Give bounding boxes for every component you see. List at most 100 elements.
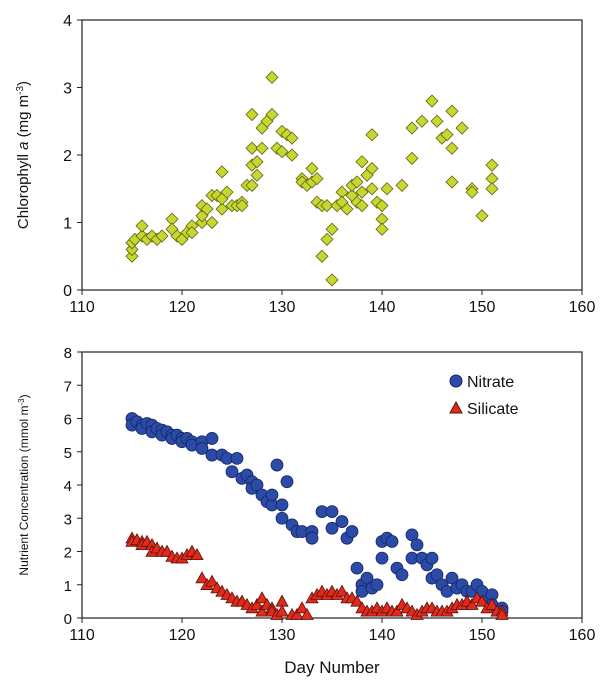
chlorophyll-point <box>375 199 389 213</box>
chlorophyll-point <box>245 141 259 155</box>
nutrient-y-tick-label: 2 <box>64 545 72 562</box>
chlorophyll-x-tick-label: 150 <box>469 299 496 316</box>
nutrient-y-tick-label: 6 <box>64 412 72 429</box>
nutrient-y-axis-label: Nutrient Concentration (mmol m-3) <box>17 394 32 575</box>
nutrient-plot-frame <box>81 351 583 619</box>
nutrient-nitrate-point <box>195 442 209 455</box>
nutrient-silicate-point <box>190 548 204 561</box>
chlorophyll-point <box>395 178 409 192</box>
chlorophyll-y-tick-label: 2 <box>63 148 72 165</box>
chlorophyll-y-tick-label: 4 <box>63 13 72 30</box>
nutrient-silicate-point <box>350 594 364 607</box>
nutrient-nitrate-point <box>270 458 284 472</box>
nutrient-y-tick-label: 1 <box>64 578 72 595</box>
nutrient-x-tick-label: 160 <box>569 627 596 644</box>
chlorophyll-point <box>125 242 139 257</box>
nutrient-silicate-point <box>195 571 209 584</box>
nutrient-y-tick-label: 8 <box>64 345 72 362</box>
nutrient-axes: 110 120 130 140 150 160 0 1 2 3 4 5 6 7 8 <box>64 345 596 644</box>
nutrient-silicate-point <box>475 594 489 607</box>
nutrient-nitrate-point <box>335 515 349 528</box>
chlorophyll-point <box>185 226 199 240</box>
nutrient-nitrate-point <box>325 521 339 535</box>
chlorophyll-point <box>125 249 139 263</box>
chlorophyll-point <box>315 249 329 263</box>
chlorophyll-x-tick-label: 130 <box>269 299 296 316</box>
chlorophyll-point <box>445 141 459 155</box>
nutrient-silicate-point <box>495 607 509 620</box>
chlorophyll-point <box>310 172 324 186</box>
chlorophyll-axes: 110 120 130 140 150 160 0 1 2 3 4 <box>63 13 595 316</box>
nutrient-nitrate-point <box>345 525 359 538</box>
nutrient-nitrate-point <box>305 531 319 545</box>
chlorophyll-point <box>355 155 369 169</box>
chlorophyll-point <box>445 175 459 189</box>
legend-nitrate-label: Nitrate <box>467 374 514 391</box>
legend-silicate-marker <box>449 400 463 414</box>
nutrient-marks <box>125 412 509 620</box>
chlorophyll-point <box>135 219 149 233</box>
chlorophyll-x-tick-label: 160 <box>569 299 596 316</box>
nutrient-y-tick-label: 3 <box>64 511 72 528</box>
chlorophyll-y-tick-label: 1 <box>63 216 72 233</box>
chlorophyll-point <box>215 202 229 216</box>
chlorophyll-point <box>245 107 259 122</box>
chlorophyll-point <box>250 168 264 182</box>
chlorophyll-point <box>265 107 279 122</box>
chlorophyll-point <box>425 94 439 108</box>
nutrient-nitrate-point <box>395 568 409 582</box>
legend: Nitrate Silicate <box>449 374 519 418</box>
chlorophyll-point <box>375 222 389 236</box>
nutrient-x-axis-label: Day Number <box>284 658 380 677</box>
nutrient-silicate-point <box>290 607 304 620</box>
chlorophyll-point <box>365 161 379 176</box>
chlorophyll-x-tick-label: 120 <box>169 299 196 316</box>
chlorophyll-point <box>195 215 209 230</box>
nutrient-silicate-point <box>255 604 269 617</box>
chlorophyll-point <box>365 182 379 196</box>
nutrient-silicate-point <box>335 584 349 597</box>
chlorophyll-point <box>250 155 264 169</box>
nutrient-nitrate-point <box>325 505 339 519</box>
nutrient-x-tick-label: 140 <box>369 627 396 644</box>
chlorophyll-y-tick-label: 3 <box>63 81 72 98</box>
chlorophyll-chart: 110 120 130 140 150 160 0 1 2 3 4 Chlorophyll a (m… <box>15 13 596 316</box>
chlorophyll-point <box>380 182 394 196</box>
nutrient-nitrate-point <box>410 538 424 552</box>
nutrient-y-tick-label: 4 <box>64 478 72 495</box>
chlorophyll-point <box>365 128 379 142</box>
chlorophyll-point <box>485 182 499 196</box>
nutrient-nitrate-point <box>370 578 384 592</box>
nutrient-silicate-point <box>205 574 219 587</box>
nutrient-x-tick-label: 110 <box>69 627 95 644</box>
chlorophyll-point <box>340 202 354 216</box>
chlorophyll-point <box>155 229 169 243</box>
chlorophyll-point <box>475 209 489 223</box>
chlorophyll-point <box>245 178 259 192</box>
chlorophyll-point <box>405 151 419 165</box>
chlorophyll-x-tick-label: 140 <box>369 299 396 316</box>
chlorophyll-plot-frame <box>81 19 583 291</box>
nutrient-silicate-point <box>255 591 269 604</box>
chlorophyll-y-axis-label: Chlorophyll a (mg m-3) <box>15 81 33 229</box>
chlorophyll-point <box>430 114 444 128</box>
nutrient-nitrate-point <box>425 551 439 565</box>
nutrient-chart: 110 120 130 140 150 160 0 1 2 3 4 5 6 7 8 Nutrient Con… <box>17 345 596 677</box>
chlorophyll-point <box>405 121 419 135</box>
nutrient-nitrate-point <box>225 465 239 479</box>
nutrient-nitrate-point <box>275 498 289 512</box>
chlorophyll-point <box>355 185 369 199</box>
nutrient-nitrate-point <box>205 432 219 445</box>
nutrient-silicate-point <box>465 597 479 610</box>
nutrient-x-tick-label: 130 <box>269 627 296 644</box>
nutrient-nitrate-point <box>385 535 399 548</box>
chlorophyll-point <box>265 70 279 84</box>
nutrient-x-tick-label: 120 <box>169 627 196 644</box>
chlorophyll-point <box>465 185 479 199</box>
chlorophyll-point <box>325 273 339 287</box>
chlorophyll-point <box>205 215 219 230</box>
nutrient-nitrate-point <box>230 451 244 465</box>
chlorophyll-point <box>440 128 454 142</box>
chlorophyll-y-tick-label: 0 <box>63 283 72 300</box>
